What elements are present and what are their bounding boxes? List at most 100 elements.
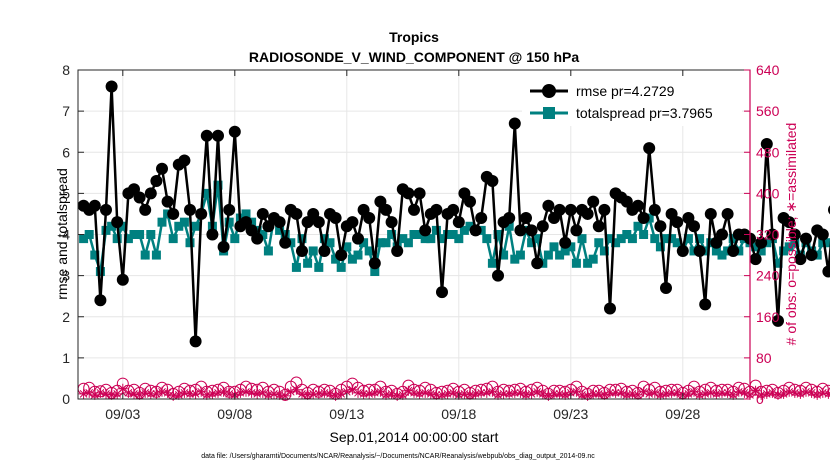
assimilated-obs-point <box>263 389 274 400</box>
totalspread-point <box>583 258 593 268</box>
totalspread-point <box>224 217 234 227</box>
totalspread-point <box>179 217 189 227</box>
assimilated-obs-point <box>565 387 576 398</box>
rmse-point <box>721 207 734 220</box>
rmse-point <box>217 240 230 253</box>
totalspread-point <box>443 230 453 239</box>
assimilated-obs-point <box>285 386 296 397</box>
assimilated-obs-point <box>532 386 543 397</box>
rmse-point <box>408 203 420 216</box>
assimilated-obs-point <box>78 388 89 399</box>
totalspread-point <box>555 250 565 260</box>
rmse-point <box>676 244 689 257</box>
totalspread-point <box>751 242 761 252</box>
assimilated-obs-point <box>610 387 621 398</box>
rmse-point <box>413 187 426 200</box>
assimilated-obs-point <box>801 386 811 397</box>
rmse-point <box>273 216 286 229</box>
rmse-point <box>688 220 700 233</box>
assimilated-obs-point <box>252 388 263 399</box>
totalspread-point <box>756 246 766 256</box>
assimilated-obs-point <box>605 387 615 398</box>
assimilated-obs-point <box>431 389 442 400</box>
rmse-point <box>447 203 460 216</box>
rmse-point <box>581 207 594 220</box>
assimilated-obs-point <box>235 387 246 398</box>
totalspread-point <box>140 250 150 260</box>
assimilated-obs-point <box>655 389 666 400</box>
totalspread-point <box>639 230 649 239</box>
totalspread-point <box>448 230 458 239</box>
totalspread-point <box>319 234 329 244</box>
totalspread-point <box>633 221 643 231</box>
legend-spread-label: totalspread pr=3.7965 <box>576 105 713 121</box>
assimilated-obs-point <box>795 388 806 399</box>
assimilated-obs-point <box>627 388 638 399</box>
assimilated-obs-point <box>806 387 817 398</box>
y-left-tick-label: 8 <box>62 62 70 78</box>
x-axis: 09/03 09/08 09/13 09/18 09/23 09/28 <box>105 70 701 422</box>
rmse-point <box>200 129 213 142</box>
assimilated-obs-point <box>106 389 117 400</box>
rmse-point <box>346 216 359 229</box>
assimilated-obs-point <box>173 389 184 400</box>
totalspread-point <box>431 225 441 235</box>
totalspread-point <box>291 262 301 272</box>
totalspread-point <box>482 234 492 244</box>
assimilated-obs-point <box>269 388 279 399</box>
assimilated-obs-point <box>201 389 212 400</box>
rmse-point <box>508 117 521 130</box>
totalspread-point <box>213 180 223 190</box>
possible-obs-series <box>77 376 830 401</box>
totalspread-point <box>331 254 341 264</box>
assimilated-obs-point <box>722 387 733 398</box>
totalspread-point <box>728 234 738 244</box>
chart-title: Tropics <box>389 29 439 45</box>
totalspread-point <box>588 254 598 264</box>
legend-box <box>522 76 742 126</box>
assimilated-obs-point <box>179 387 190 398</box>
y-left-tick-label: 3 <box>62 268 70 284</box>
rmse-point <box>788 228 801 241</box>
assimilated-obs-point <box>162 387 173 398</box>
assimilated-obs-point <box>733 386 744 397</box>
y-axis-left-label: rmse and totalspread <box>54 168 70 300</box>
totalspread-point <box>790 238 800 248</box>
totalspread-point <box>325 238 335 248</box>
assimilated-obs-point <box>577 389 587 400</box>
assimilated-obs-point <box>773 389 783 400</box>
left-axis: 0 1 2 3 4 5 6 7 8 <box>62 62 84 407</box>
totalspread-point <box>151 250 161 260</box>
rmse-point <box>805 249 818 262</box>
rmse-point <box>486 175 499 188</box>
y-right-tick-label: 560 <box>756 103 780 119</box>
totalspread-point <box>420 234 430 244</box>
assimilated-obs-point <box>319 387 330 398</box>
totalspread-point <box>683 234 693 244</box>
rmse-point <box>228 125 241 138</box>
assimilated-obs-point <box>95 387 106 398</box>
assimilated-obs-point <box>521 389 531 400</box>
rmse-point <box>564 203 577 216</box>
totalspread-point <box>112 234 122 244</box>
totalspread-point <box>577 234 587 244</box>
rmse-point <box>766 228 779 241</box>
assimilated-obs-point <box>476 387 487 398</box>
y-right-tick-label: 320 <box>756 227 780 243</box>
legend-spread-marker <box>543 107 555 119</box>
totalspread-point <box>487 258 497 268</box>
assimilated-obs-point <box>543 390 554 401</box>
assimilated-obs-point <box>448 387 459 398</box>
totalspread-point <box>364 246 374 256</box>
totalspread-point <box>101 225 111 235</box>
assimilated-obs-point <box>689 386 699 397</box>
rmse-point <box>749 253 762 266</box>
assimilated-obs-point <box>414 388 425 399</box>
rmse-point <box>693 244 706 257</box>
totalspread-point <box>353 250 363 260</box>
totalspread-point <box>342 242 352 252</box>
assimilated-obs-point <box>789 387 800 398</box>
rmse-point <box>475 212 488 225</box>
totalspread-point <box>527 238 537 248</box>
rmse-point <box>660 281 672 294</box>
